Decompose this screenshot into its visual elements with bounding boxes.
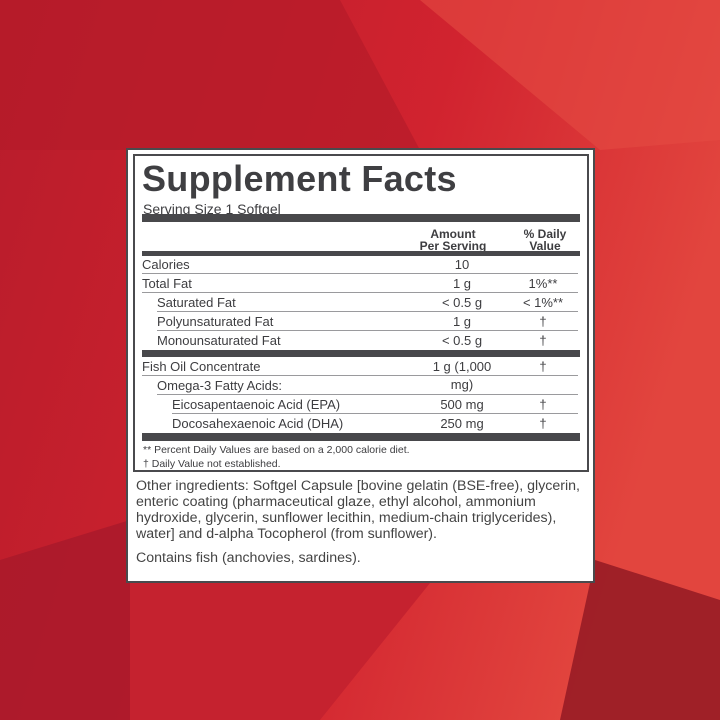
panel-title: Supplement Facts	[142, 158, 457, 199]
nutrient-amount: 250 mg	[440, 416, 484, 431]
supplement-card: Supplement Facts Serving Size 1 Softgel …	[126, 148, 595, 583]
amount-header: Amount Per Serving	[413, 228, 493, 252]
nutrient-row: Monounsaturated Fat < 0.5 g †	[157, 332, 578, 350]
nutrient-amount: 1 g	[452, 314, 472, 329]
nutrient-amount: 1 g	[452, 276, 472, 291]
footnote-dagger: † Daily Value not established.	[143, 458, 281, 470]
nutrient-name: Polyunsaturated Fat	[157, 314, 274, 329]
header-line: Value	[529, 239, 561, 253]
nutrient-name: Saturated Fat	[157, 295, 236, 310]
dv-header: % Daily Value	[510, 228, 580, 252]
divider-thick	[142, 214, 580, 222]
nutrient-row: Calories 10	[142, 256, 578, 274]
nutrient-row: Docosahexaenoic Acid (DHA) 250 mg †	[172, 415, 578, 433]
nutrient-amount: 10	[454, 257, 470, 272]
footnote-dv: ** Percent Daily Values are based on a 2…	[143, 444, 410, 456]
nutrient-amount: 1 g (1,000 mg)	[432, 359, 492, 392]
nutrient-amount: < 0.5 g	[441, 295, 483, 310]
header-line: % Daily	[523, 227, 567, 241]
header-line: Amount	[430, 227, 476, 241]
divider-thick	[142, 433, 580, 441]
allergen-statement: Contains fish (anchovies, sardines).	[136, 550, 361, 566]
nutrient-dv: †	[539, 314, 547, 329]
nutrient-dv: †	[539, 359, 547, 374]
nutrient-name: Eicosapentaenoic Acid (EPA)	[172, 397, 341, 412]
nutrient-name: Docosahexaenoic Acid (DHA)	[172, 416, 344, 431]
divider-medium	[142, 251, 580, 256]
other-ingredients: Other ingredients: Softgel Capsule [bovi…	[136, 478, 580, 542]
nutrient-dv: †	[539, 397, 547, 412]
nutrient-name: Total Fat	[142, 276, 192, 291]
nutrient-dv: < 1%**	[522, 295, 564, 310]
divider-thick	[142, 350, 580, 357]
header-line: Per Serving	[419, 239, 487, 253]
nutrient-name: Fish Oil Concentrate	[142, 359, 261, 374]
nutrient-dv: †	[539, 333, 547, 348]
nutrient-row: Saturated Fat < 0.5 g < 1%**	[157, 294, 578, 312]
nutrient-row: Fish Oil Concentrate 1 g (1,000 mg) †	[142, 358, 578, 392]
nutrient-amount: 500 mg	[440, 397, 484, 412]
nutrient-row: Polyunsaturated Fat 1 g †	[157, 313, 578, 331]
nutrient-name: Calories	[142, 257, 190, 272]
nutrient-row: Omega-3 Fatty Acids:	[157, 377, 578, 395]
nutrient-dv: †	[539, 416, 547, 431]
nutrient-row: Eicosapentaenoic Acid (EPA) 500 mg †	[172, 396, 578, 414]
nutrient-amount: < 0.5 g	[441, 333, 483, 348]
serving-size: Serving Size 1 Softgel	[143, 201, 281, 217]
nutrient-dv: 1%**	[528, 276, 558, 291]
nutrient-row: Total Fat 1 g 1%**	[142, 275, 578, 293]
supplement-facts-panel: Supplement Facts Serving Size 1 Softgel …	[133, 154, 589, 472]
nutrient-name: Monounsaturated Fat	[157, 333, 281, 348]
nutrient-name: Omega-3 Fatty Acids:	[157, 378, 282, 393]
